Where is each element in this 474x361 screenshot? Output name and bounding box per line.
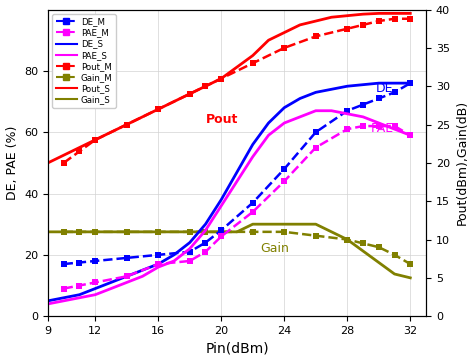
Y-axis label: Pout(dBm),Gain(dB): Pout(dBm),Gain(dB)	[456, 100, 468, 225]
Y-axis label: DE, PAE (%): DE, PAE (%)	[6, 126, 18, 200]
Legend: DE_M, PAE_M, DE_S, PAE_S, Pout_M, Gain_M, Pout_S, Gain_S: DE_M, PAE_M, DE_S, PAE_S, Pout_M, Gain_M…	[52, 14, 116, 108]
Text: Gain: Gain	[261, 242, 290, 255]
Text: Pout: Pout	[206, 113, 238, 126]
Text: DE: DE	[375, 82, 393, 95]
Text: PAE: PAE	[371, 122, 394, 135]
X-axis label: Pin(dBm): Pin(dBm)	[205, 342, 269, 356]
